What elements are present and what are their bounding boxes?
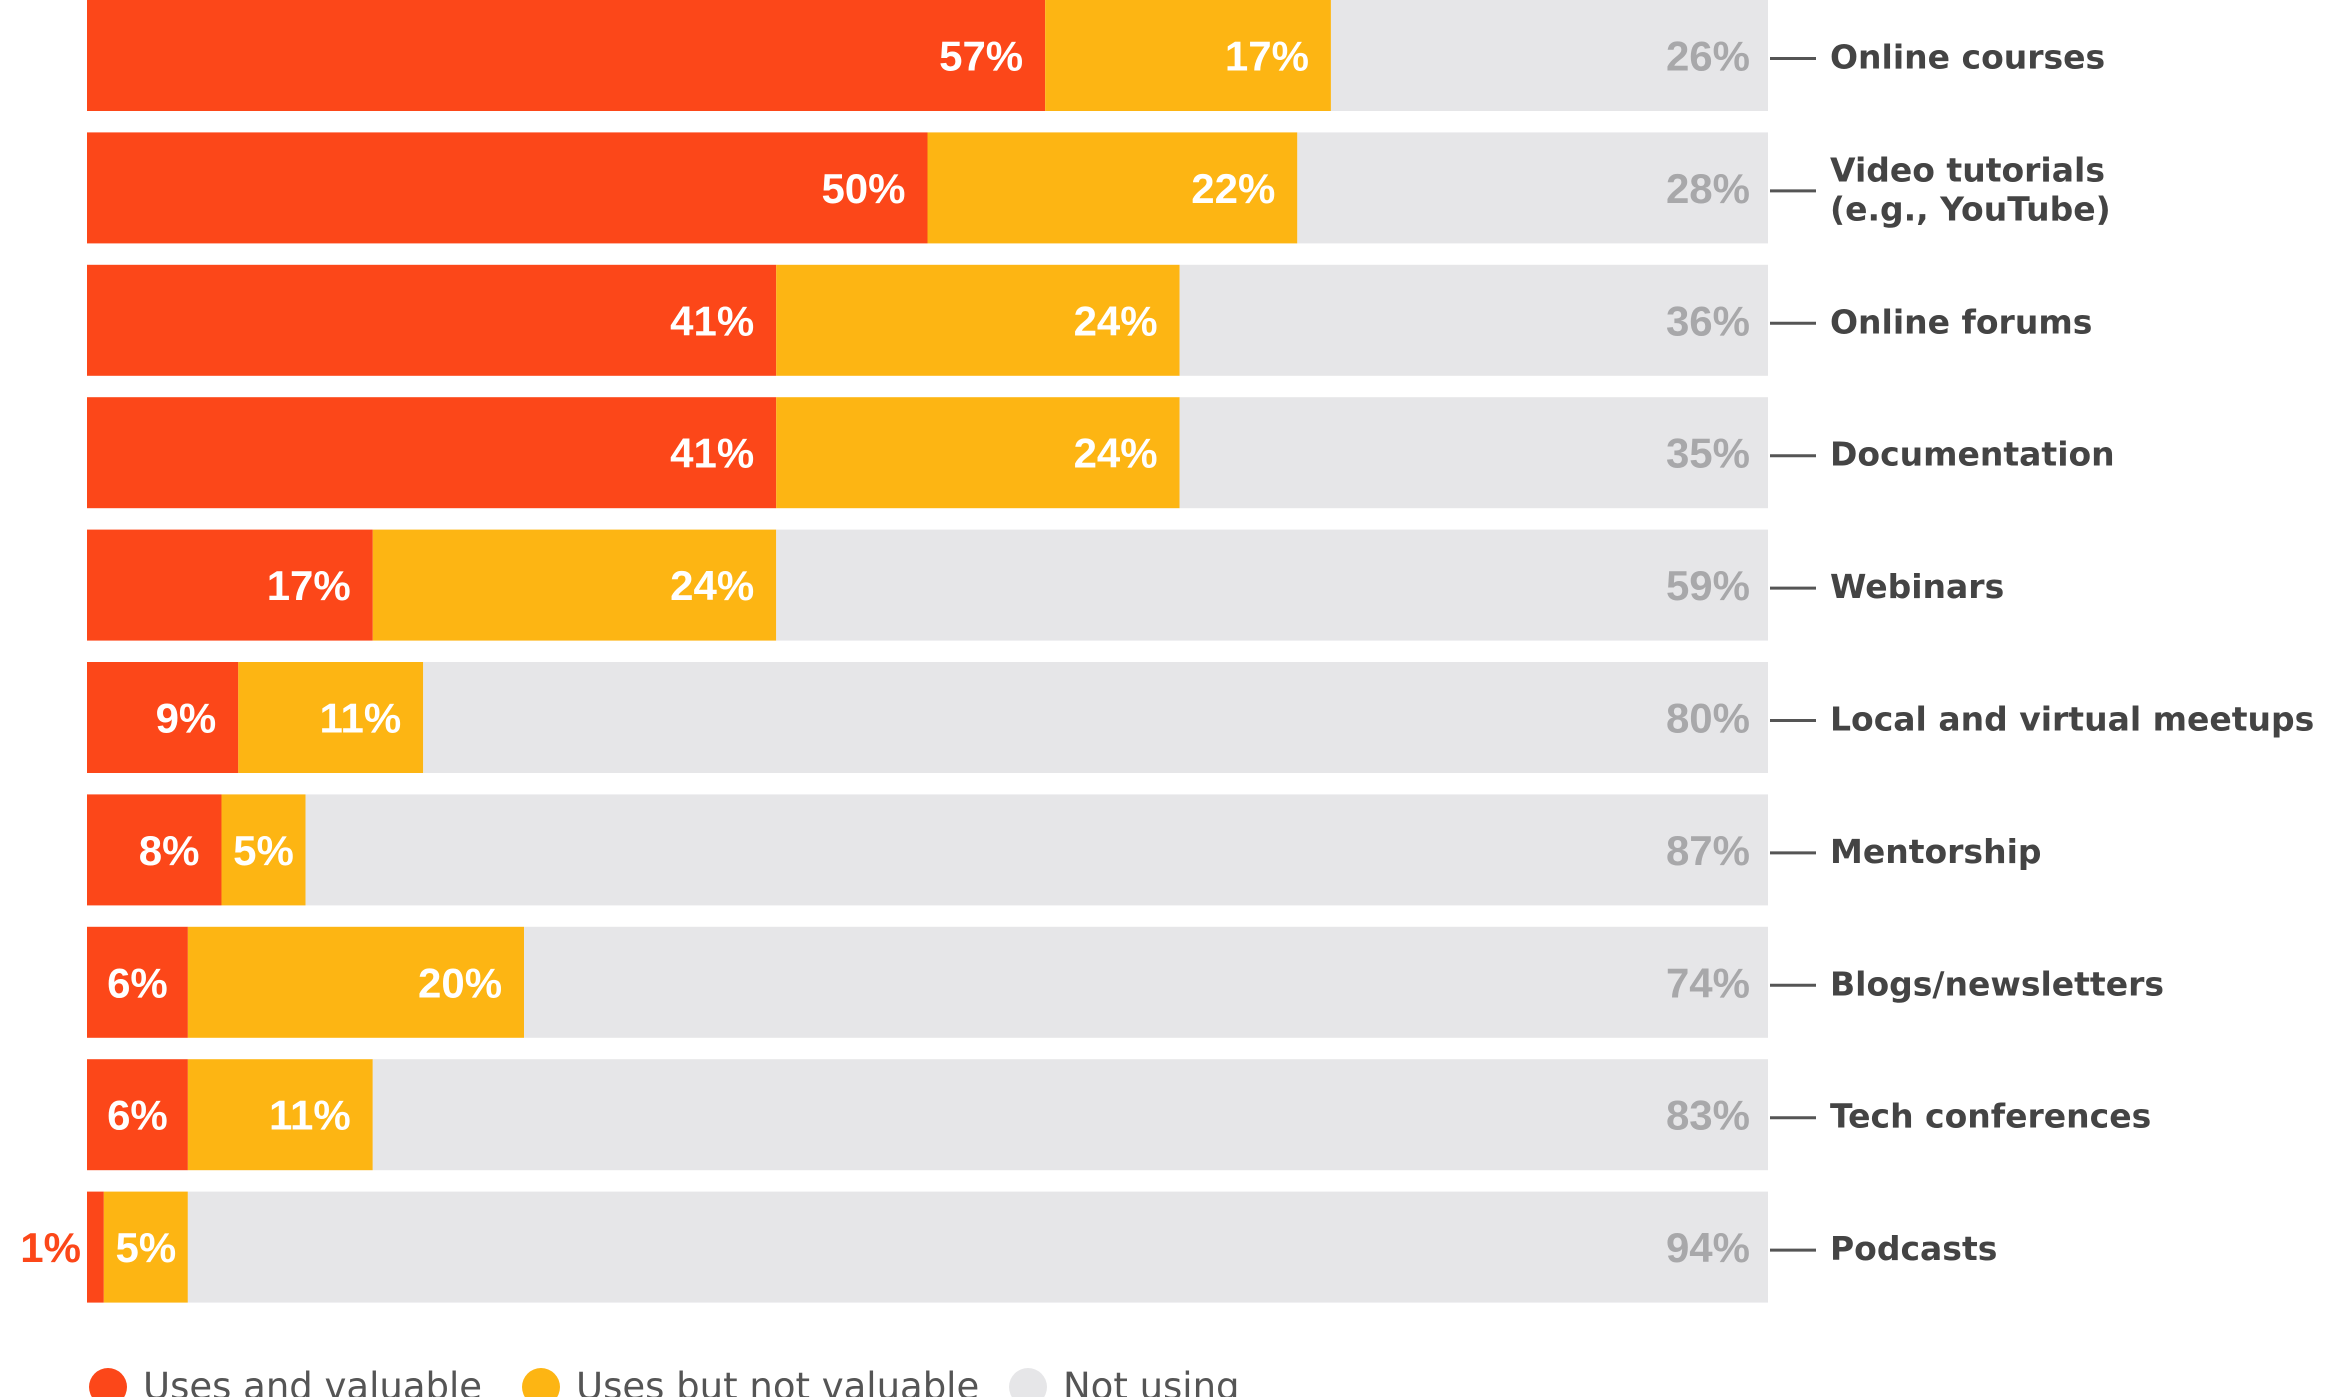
category-label-8: Tech conferences bbox=[1830, 1097, 2151, 1136]
bar-not-using-5 bbox=[423, 662, 1769, 773]
value-label-not-using-3: 35% bbox=[1666, 430, 1750, 477]
category-label-5: Local and virtual meetups bbox=[1830, 700, 2314, 739]
legend-swatch-not-using bbox=[1009, 1368, 1047, 1397]
value-label-not-using-9: 94% bbox=[1666, 1224, 1750, 1271]
bar-uses-not-valuable-3 bbox=[776, 397, 1180, 509]
bar-uses-not-valuable-7 bbox=[187, 926, 525, 1038]
value-label-uses-valuable-3: 41% bbox=[670, 430, 754, 477]
value-label-not-using-5: 80% bbox=[1666, 695, 1750, 742]
bar-uses-valuable-8 bbox=[87, 1059, 188, 1171]
value-label-uses-valuable-4: 17% bbox=[267, 562, 351, 609]
bar-not-using-4 bbox=[776, 529, 1768, 641]
value-label-uses-valuable-6: 8% bbox=[139, 827, 200, 874]
legend-swatch-uses-valuable bbox=[89, 1368, 127, 1397]
bar-uses-not-valuable-1 bbox=[927, 132, 1298, 244]
bar-uses-valuable-4 bbox=[87, 529, 373, 641]
bar-not-using-0 bbox=[1330, 0, 1768, 111]
value-label-uses-valuable-5: 9% bbox=[156, 695, 217, 742]
value-label-uses-valuable-2: 41% bbox=[670, 297, 754, 344]
value-label-uses-valuable-7: 6% bbox=[107, 959, 168, 1006]
value-label-uses-valuable-1: 50% bbox=[821, 165, 905, 212]
category-label-2: Online forums bbox=[1830, 302, 2092, 341]
bar-uses-valuable-0 bbox=[87, 0, 1046, 111]
value-label-not-using-0: 26% bbox=[1666, 33, 1750, 80]
bar-not-using-8 bbox=[372, 1059, 1768, 1171]
value-label-not-using-6: 87% bbox=[1666, 827, 1750, 874]
bar-uses-valuable-3 bbox=[87, 397, 777, 509]
bar-uses-valuable-2 bbox=[87, 264, 777, 376]
category-labels-layer: Online courses Video tutorials (e.g., YouT… bbox=[1770, 38, 2314, 1268]
value-label-uses-valuable-0: 57% bbox=[939, 33, 1023, 80]
legend-label-not-using: Not using bbox=[1063, 1365, 1240, 1397]
bar-uses-valuable-1 bbox=[87, 132, 928, 244]
bar-uses-valuable-9 bbox=[87, 1191, 104, 1303]
bar-not-using-7 bbox=[524, 926, 1768, 1038]
value-label-not-using-4: 59% bbox=[1666, 562, 1750, 609]
bar-uses-not-valuable-4 bbox=[372, 529, 777, 641]
bar-uses-valuable-5 bbox=[87, 662, 239, 773]
value-label-uses-valuable-9: 1% bbox=[20, 1224, 81, 1271]
value-label-uses-not-valuable-9: 5% bbox=[115, 1224, 176, 1271]
category-label-0: Online courses bbox=[1830, 38, 2105, 77]
value-label-not-using-1: 28% bbox=[1666, 165, 1750, 212]
bar-not-using-1 bbox=[1297, 132, 1768, 244]
bar-uses-not-valuable-8 bbox=[187, 1059, 373, 1171]
bar-uses-valuable-7 bbox=[87, 926, 188, 1038]
value-label-uses-not-valuable-7: 20% bbox=[418, 959, 502, 1006]
category-label-7: Blogs/newsletters bbox=[1830, 964, 2164, 1003]
value-label-uses-not-valuable-6: 5% bbox=[233, 827, 294, 874]
value-label-uses-not-valuable-3: 24% bbox=[1074, 430, 1158, 477]
legend: Uses and valuable Uses but not valuable No… bbox=[89, 1365, 1240, 1397]
legend-swatch-uses-not-valuable bbox=[522, 1368, 560, 1397]
category-label-4: Webinars bbox=[1830, 567, 2004, 606]
bar-uses-not-valuable-5 bbox=[238, 662, 424, 773]
value-label-not-using-8: 83% bbox=[1666, 1092, 1750, 1139]
legend-label-uses-valuable: Uses and valuable bbox=[143, 1365, 482, 1397]
bar-not-using-6 bbox=[305, 794, 1768, 906]
value-label-uses-not-valuable-0: 17% bbox=[1225, 33, 1309, 80]
bar-not-using-9 bbox=[187, 1191, 1769, 1303]
bar-uses-not-valuable-9 bbox=[103, 1191, 188, 1303]
value-label-not-using-7: 74% bbox=[1666, 959, 1750, 1006]
category-label-6: Mentorship bbox=[1830, 832, 2042, 871]
legend-label-uses-not-valuable: Uses but not valuable bbox=[576, 1365, 979, 1397]
value-label-uses-not-valuable-5: 11% bbox=[319, 695, 401, 742]
value-label-uses-not-valuable-8: 11% bbox=[269, 1092, 351, 1139]
value-labels-layer: 57% 17% 26% 50% 22% 28% 41% 24% 36% 41% 24% 35% 17% 2… bbox=[20, 33, 1750, 1272]
bar-uses-valuable-6 bbox=[87, 794, 222, 906]
bar-not-using-3 bbox=[1179, 397, 1768, 509]
value-label-uses-not-valuable-2: 24% bbox=[1074, 297, 1158, 344]
value-label-uses-valuable-8: 6% bbox=[107, 1092, 168, 1139]
bars-layer bbox=[87, 0, 1769, 1303]
category-label-1: Video tutorials (e.g., YouTube) bbox=[1830, 150, 2111, 228]
value-label-uses-not-valuable-4: 24% bbox=[670, 562, 754, 609]
value-label-not-using-2: 36% bbox=[1666, 297, 1750, 344]
bar-uses-not-valuable-0 bbox=[1045, 0, 1331, 111]
category-label-3: Documentation bbox=[1830, 435, 2115, 474]
bar-uses-not-valuable-2 bbox=[776, 264, 1180, 376]
value-label-uses-not-valuable-1: 22% bbox=[1191, 165, 1275, 212]
bar-uses-not-valuable-6 bbox=[221, 794, 306, 906]
category-label-9: Podcasts bbox=[1830, 1229, 1997, 1268]
bar-not-using-2 bbox=[1179, 264, 1768, 376]
